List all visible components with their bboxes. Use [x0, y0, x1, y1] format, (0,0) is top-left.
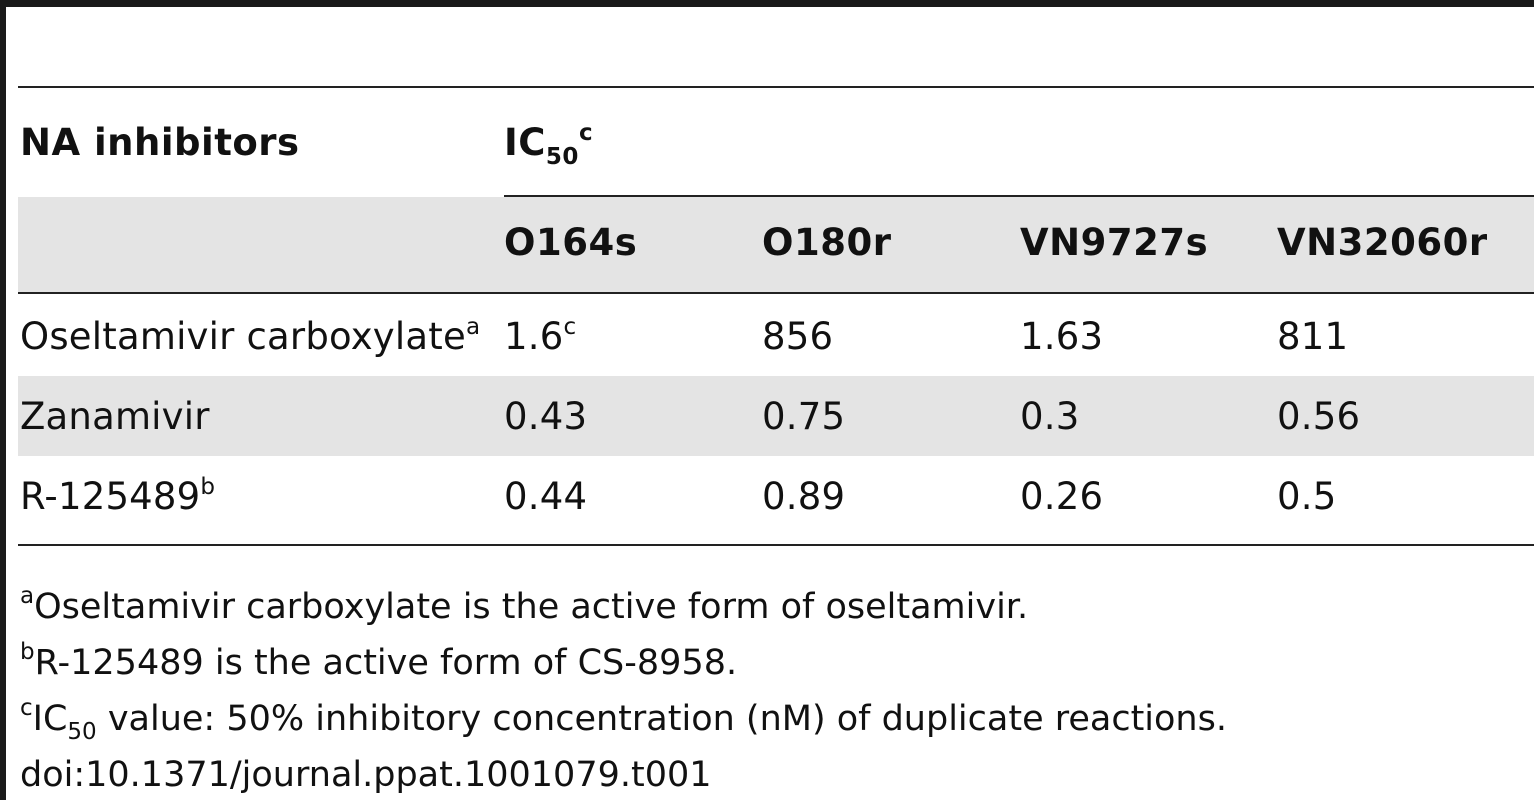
- row-name-text: Oseltamivir carboxylate: [20, 315, 466, 358]
- row-name: Oseltamivir carboxylatea: [20, 315, 480, 358]
- row-name: Zanamivir: [20, 395, 210, 438]
- footnote-mark: a: [20, 583, 35, 609]
- header-strain: O164s: [504, 221, 638, 264]
- row-name: R-125489b: [20, 475, 215, 518]
- cell-footnote-mark: c: [563, 314, 577, 340]
- row-footnote-mark: b: [200, 474, 216, 500]
- footnote-a: aOseltamivir carboxylate is the active f…: [20, 585, 1029, 627]
- left-border-rule: [0, 0, 6, 800]
- ic-footnote-mark: c: [578, 120, 594, 146]
- header-strain: O180r: [762, 221, 892, 264]
- subheader-band: [18, 197, 1534, 292]
- doi-link[interactable]: doi:10.1371/journal.ppat.1001079.t001: [20, 755, 712, 795]
- footnote-subscript: 50: [67, 719, 97, 745]
- table-cell: 1.6c: [504, 315, 576, 358]
- header-strain: VN32060r: [1277, 221, 1488, 264]
- table-cell: 856: [762, 315, 834, 358]
- row-footnote-mark: a: [465, 314, 481, 340]
- table-cell: 0.75: [762, 395, 846, 438]
- ic-label: IC: [504, 121, 546, 164]
- ic-subscript: 50: [545, 144, 579, 170]
- header-na-inhibitors: NA inhibitors: [20, 121, 300, 164]
- header-ic50-group: IC50c: [504, 121, 593, 169]
- footnote-b: bR-125489 is the active form of CS-8958.: [20, 641, 738, 683]
- table-cell: 0.89: [762, 475, 846, 518]
- table-cell: 0.5: [1277, 475, 1337, 518]
- row-name-text: R-125489: [20, 475, 201, 518]
- table-cell: 1.63: [1020, 315, 1104, 358]
- footnote-mark: c: [20, 695, 33, 721]
- cell-value: 1.6: [504, 315, 564, 358]
- table-cell: 811: [1277, 315, 1349, 358]
- table-top-rule: [18, 86, 1534, 88]
- footnote-c: cIC50 value: 50% inhibitory concentratio…: [20, 697, 1227, 744]
- table-bottom-rule: [18, 544, 1534, 546]
- header-strain: VN9727s: [1020, 221, 1209, 264]
- table-cell: 0.44: [504, 475, 588, 518]
- table-cell: 0.3: [1020, 395, 1080, 438]
- table-cell: 0.43: [504, 395, 588, 438]
- header-bottom-rule: [18, 292, 1534, 294]
- footnote-mark: b: [20, 639, 35, 665]
- table-cell: 0.26: [1020, 475, 1104, 518]
- group-underline: [504, 195, 1534, 197]
- footnote-text-pre: IC: [32, 699, 68, 739]
- footnote-text: Oseltamivir carboxylate is the active fo…: [34, 587, 1029, 627]
- row-band-zanamivir: [18, 376, 1534, 456]
- table-cell: 0.56: [1277, 395, 1361, 438]
- footnote-text: R-125489 is the active form of CS-8958.: [34, 643, 738, 683]
- footnote-text: value: 50% inhibitory concentration (nM)…: [96, 699, 1227, 739]
- top-border-bar: [0, 0, 1534, 7]
